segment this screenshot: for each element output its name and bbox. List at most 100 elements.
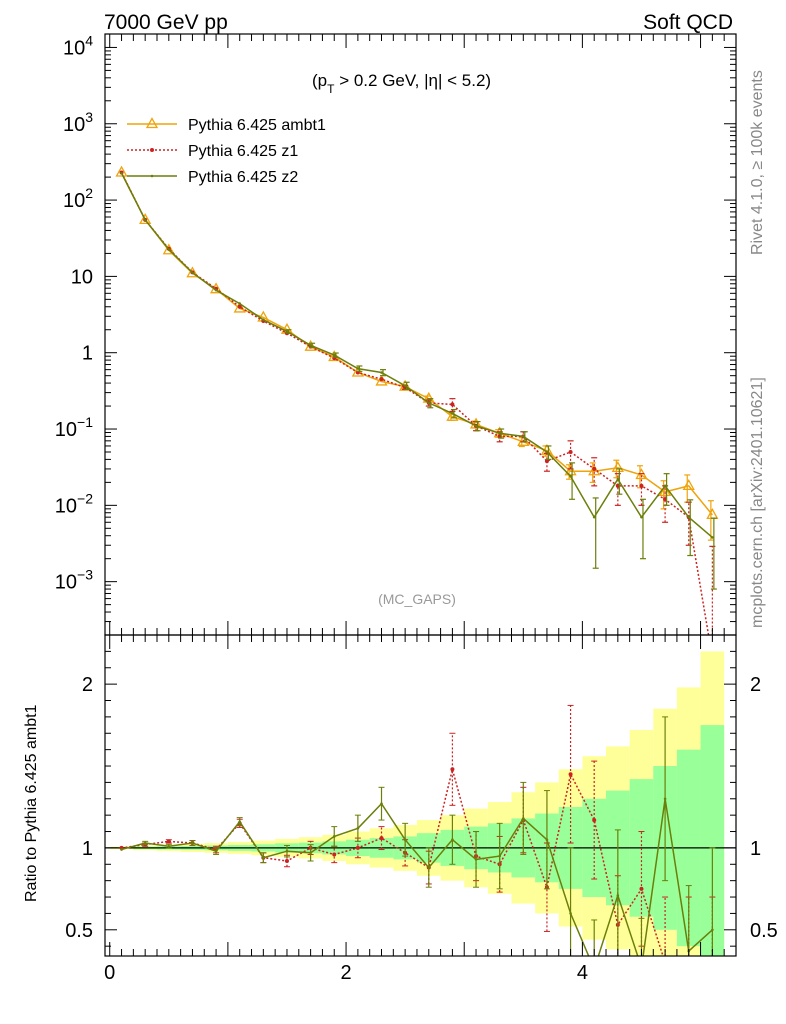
ratio-data-point — [710, 961, 714, 965]
ratio-data-point — [238, 820, 242, 824]
ratio-data-point — [687, 961, 691, 965]
legend-marker — [150, 148, 154, 152]
cut-label: (pT > 0.2 GeV, |η| < 5.2) — [312, 71, 491, 96]
ratio-data-point — [545, 838, 549, 842]
data-point — [568, 449, 573, 454]
data-point — [143, 218, 147, 222]
data-point — [616, 477, 620, 481]
data-point — [238, 302, 242, 305]
series-pythia-6-425-z2 — [120, 171, 717, 590]
legend-label: Pythia 6.425 ambt1 — [188, 117, 326, 134]
ratio-y-axis: 0.5 0.5 1 1 2 2 — [65, 650, 778, 947]
data-point — [379, 377, 384, 382]
ratio-data-point — [285, 849, 289, 853]
data-point-triangle — [682, 479, 695, 491]
data-point-triangle — [517, 434, 530, 446]
y-tick-exponent: 4 — [85, 32, 93, 48]
ratio-data-point — [379, 836, 384, 841]
y-tick-base: 10 — [55, 572, 77, 594]
y-tick-base: 10 — [63, 114, 85, 136]
ratio-data-point — [332, 835, 336, 838]
y-tick-exponent: 3 — [85, 109, 93, 125]
ratio-data-point — [167, 844, 171, 848]
ratio-data-point — [309, 851, 312, 855]
y-tick-exponent: −2 — [77, 490, 93, 506]
ratio-y-tick-label-right: 2 — [750, 674, 761, 696]
ratio-data-point — [616, 894, 620, 897]
ratio-data-point — [451, 838, 454, 842]
data-point — [569, 475, 572, 478]
y-tick-label: 103 — [63, 109, 93, 136]
data-point — [332, 353, 336, 357]
data-point — [522, 435, 525, 438]
ratio-series-line — [121, 798, 713, 956]
data-point — [120, 171, 123, 175]
y-tick-base: 10 — [63, 190, 85, 212]
ratio-data-point — [214, 849, 218, 853]
y-tick-base: 10 — [55, 419, 77, 441]
x-tick-label: 0 — [104, 962, 115, 984]
data-point — [167, 248, 171, 251]
data-point-triangle — [115, 165, 128, 177]
ratio-data-point — [403, 838, 407, 842]
ratio-data-point — [380, 802, 383, 805]
x-tick-label: 4 — [577, 962, 588, 984]
y-tick-label: 102 — [63, 185, 93, 212]
analysis-tag: (MC_GAPS) — [378, 591, 456, 607]
legend-marker — [150, 174, 154, 178]
data-point — [451, 412, 454, 415]
main-x-ticks — [109, 34, 725, 635]
side-label-mcplots: mcplots.cern.ch [arXiv:2401.10621] — [749, 377, 766, 628]
y-tick-label: 10−1 — [55, 414, 93, 441]
data-point — [711, 536, 714, 539]
data-point — [687, 515, 691, 519]
ratio-y-tick-label-right: 0.5 — [750, 920, 778, 942]
data-point — [309, 344, 312, 347]
ratio-data-point — [663, 961, 667, 965]
data-point-triangle — [162, 243, 175, 255]
y-tick-label: 104 — [63, 32, 93, 59]
ratio-data-point — [284, 859, 289, 864]
y-tick-label: 10−3 — [55, 567, 93, 594]
ratio-data-point — [120, 848, 123, 851]
ratio-data-point — [191, 841, 194, 845]
legend-label: Pythia 6.425 z2 — [188, 169, 298, 186]
ratio-data-point — [332, 852, 337, 857]
y-tick-base: 1 — [82, 343, 93, 365]
ratio-data-point — [569, 912, 572, 915]
ratio-data-point — [640, 966, 643, 969]
ratio-data-point — [427, 866, 431, 869]
ratio-data-point — [262, 856, 265, 860]
y-tick-exponent: −3 — [77, 567, 93, 583]
ratio-data-point — [474, 858, 478, 861]
y-tick-exponent: 2 — [85, 185, 93, 201]
series-line — [120, 172, 713, 538]
side-label-rivet: Rivet 4.1.0, ≥ 100k events — [749, 70, 766, 255]
data-point — [427, 401, 431, 405]
y-tick-base: 10 — [55, 495, 77, 517]
data-point — [356, 367, 360, 370]
ratio-plot-frame — [104, 634, 737, 957]
ratio-data-point — [356, 826, 360, 830]
data-point-triangle — [139, 213, 152, 225]
ratio-data-point — [498, 854, 501, 858]
data-point — [592, 515, 596, 519]
ratio-data-point — [663, 797, 667, 801]
ratio-data-point — [568, 772, 573, 777]
series-line — [120, 172, 713, 516]
uncertainty-bands — [109, 651, 725, 956]
ratio-data-point — [143, 841, 147, 845]
ratio-y-tick-label-left: 2 — [82, 674, 93, 696]
header-right-title: Soft QCD — [643, 11, 733, 34]
y-tick-exponent: −1 — [77, 414, 93, 430]
main-plot-marks — [115, 165, 719, 635]
data-point — [545, 450, 549, 454]
ratio-data-point — [592, 818, 597, 823]
y-tick-label: 1 — [82, 343, 93, 365]
ratio-data-point — [450, 767, 455, 772]
ratio-x-axis: 0 2 4 — [104, 635, 725, 984]
data-point-triangle — [658, 485, 672, 497]
cut-label-rest: > 0.2 GeV, |η| < 5.2) — [334, 71, 491, 90]
